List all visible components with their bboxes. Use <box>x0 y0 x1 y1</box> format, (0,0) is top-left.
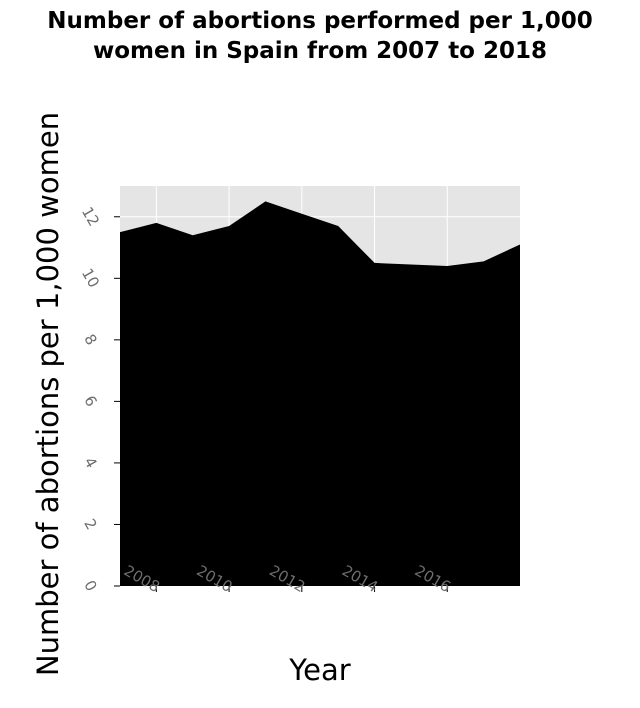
area-series <box>120 201 520 586</box>
chart-title-line-1: Number of abortions performed per 1,000 <box>47 8 593 34</box>
chart-title-line-2: women in Spain from 2007 to 2018 <box>92 38 548 64</box>
y-tick-label-0: 0 <box>80 577 100 594</box>
y-tick-label-8: 8 <box>80 331 100 348</box>
chart-title: Number of abortions performed per 1,000 … <box>0 6 640 66</box>
y-tick-label-12: 12 <box>78 204 103 230</box>
y-axis-label: Number of abortions per 1,000 women <box>31 112 65 676</box>
y-tick-label-4: 4 <box>80 454 100 471</box>
y-axis-ticks: 0 2 4 6 8 10 12 <box>78 204 120 594</box>
y-tick-label-6: 6 <box>80 393 100 410</box>
x-axis-label: Year <box>288 653 350 687</box>
y-tick-label-2: 2 <box>80 516 100 533</box>
y-tick-label-10: 10 <box>78 265 103 291</box>
